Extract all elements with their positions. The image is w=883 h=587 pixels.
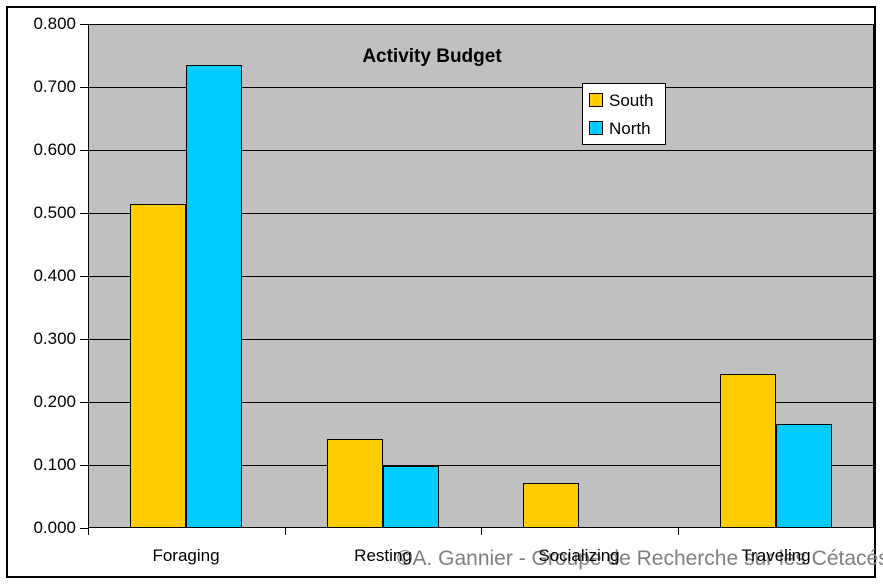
x-category-label-traveling: Traveling [741,546,811,565]
bar-north-resting [383,466,439,528]
watermark-credit: ©A. Gannier - Groupe de Recherche sur le… [397,547,883,570]
y-tick-label: 0.800 [33,14,76,33]
gridline [89,150,873,151]
gridline [89,213,873,214]
y-axis-tick [80,87,88,88]
x-category-label-foraging: Foraging [152,546,220,565]
bar-north-traveling [776,424,832,528]
y-axis-tick [80,528,88,529]
y-axis-tick [80,24,88,25]
gridline [89,465,873,466]
legend-label-south: South [609,90,654,110]
y-axis-tick [80,402,88,403]
bar-south-resting [327,439,383,528]
gridline [89,339,873,340]
y-tick-label: 0.400 [33,266,76,285]
x-axis-tick [285,528,286,535]
south-series-swatch [589,93,603,107]
y-tick-label: 0.600 [33,140,76,159]
gridline [89,276,873,277]
bar-south-socializing [523,483,579,528]
bar-south-foraging [130,204,186,528]
gridline [89,87,873,88]
y-axis-tick [80,213,88,214]
y-tick-label: 0.300 [33,329,76,348]
x-category-label-resting: Resting [354,546,412,565]
chart-title: Activity Budget [362,46,502,67]
x-axis-tick [481,528,482,535]
north-series-swatch [589,121,603,135]
gridline [89,402,873,403]
y-axis-tick [80,150,88,151]
legend: South North [582,83,666,145]
y-axis-tick [80,276,88,277]
x-category-label-socializing: Socializing [538,546,620,565]
x-axis-tick [678,528,679,535]
legend-label-north: North [609,118,651,138]
legend-item-south: South [589,92,665,109]
y-tick-label: 0.000 [33,518,76,537]
y-tick-label: 0.500 [33,203,76,222]
x-axis-tick [88,528,89,535]
legend-item-north: North [589,120,665,137]
y-tick-label: 0.200 [33,392,76,411]
x-axis-tick [874,528,875,535]
y-axis-tick [80,339,88,340]
y-tick-label: 0.100 [33,455,76,474]
bar-south-traveling [720,374,776,528]
y-tick-label: 0.700 [33,77,76,96]
y-axis-tick [80,465,88,466]
bar-north-foraging [186,65,242,528]
